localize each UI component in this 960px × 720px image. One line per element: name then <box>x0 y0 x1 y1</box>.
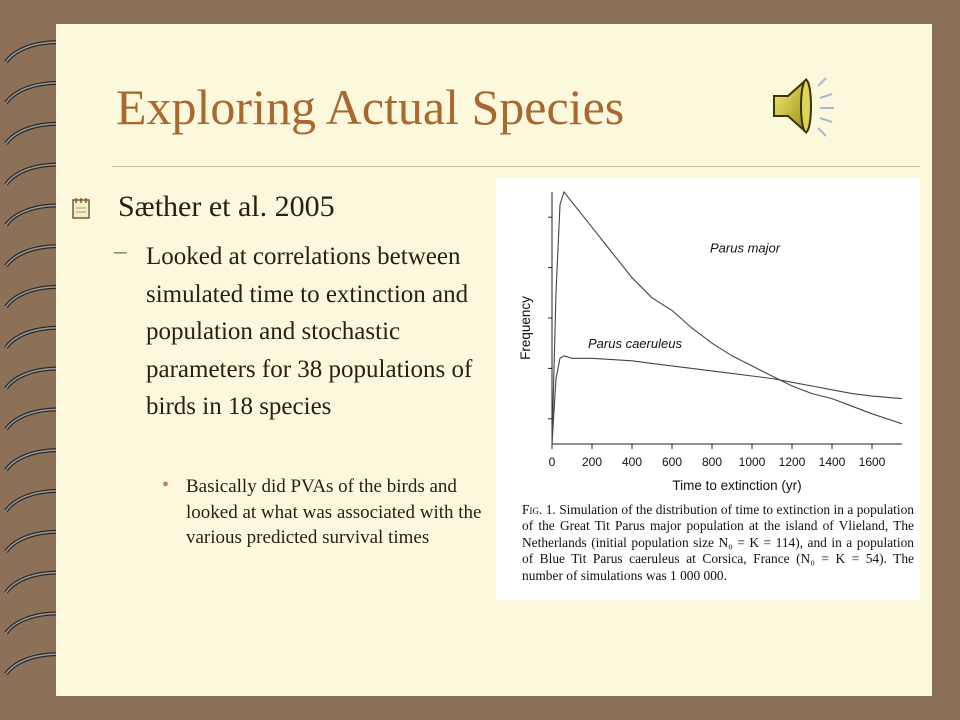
y-axis-title: Frequency <box>518 296 533 360</box>
extinction-time-chart: 0 200 400 600 800 1000 1200 1400 1600 Time to ext… <box>518 190 903 493</box>
bullet-level2-marker: – <box>114 238 127 265</box>
figure-caption: Fig. 1. Simulation of the distribution o… <box>522 502 914 584</box>
figure-panel: 0 200 400 600 800 1000 1200 1400 1600 Time to ext… <box>496 178 920 600</box>
series-line <box>551 355 903 445</box>
bullet-level3-marker: • <box>162 474 170 496</box>
figure-caption-label: Fig. 1. <box>522 502 556 517</box>
x-tick-label: 400 <box>622 455 642 469</box>
x-axis-title: Time to extinction (yr) <box>672 478 801 493</box>
x-tick-label: 1400 <box>819 455 846 469</box>
x-tick-label: 1000 <box>739 455 766 469</box>
title-divider <box>112 166 920 167</box>
x-tick-label: 200 <box>582 455 602 469</box>
notepad-bullet-icon <box>72 198 90 219</box>
bullet-level1-text: Sæther et al. 2005 <box>118 190 335 223</box>
x-tick-label: 1600 <box>859 455 886 469</box>
bullet-level3-text: Basically did PVAs of the birds and look… <box>186 476 482 548</box>
series-label: Parus caeruleus <box>588 336 682 351</box>
x-tick-label: 1200 <box>779 455 806 469</box>
bullet-level2-text: Looked at correlations between simulated… <box>146 243 473 421</box>
series-label: Parus major <box>710 240 781 255</box>
figure-caption-text: Simulation of the distribution of time t… <box>522 502 914 583</box>
x-tick-label: 0 <box>549 455 556 469</box>
slide-title: Exploring Actual Species <box>116 79 625 135</box>
x-tick-label: 800 <box>702 455 722 469</box>
series-line <box>551 190 903 445</box>
x-tick-label: 600 <box>662 455 682 469</box>
speaker-icon[interactable] <box>768 72 840 140</box>
